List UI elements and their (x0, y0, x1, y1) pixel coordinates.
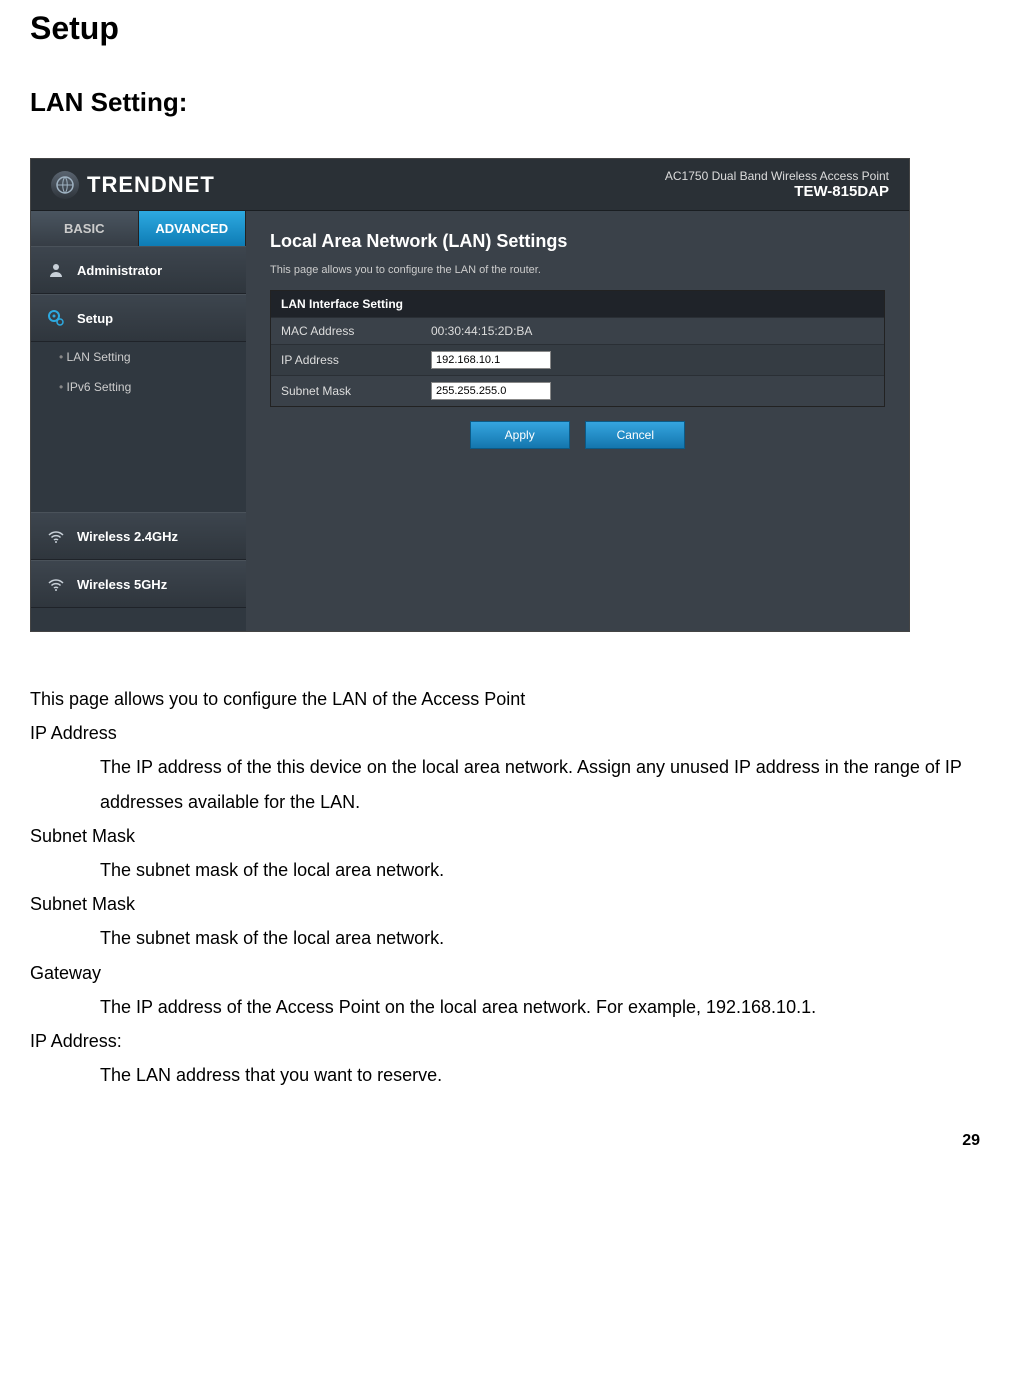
def-term: Subnet Mask (30, 819, 980, 853)
row-mask: Subnet Mask (271, 375, 884, 406)
def-desc: The subnet mask of the local area networ… (30, 921, 980, 955)
user-icon (45, 259, 67, 281)
def-desc: The subnet mask of the local area networ… (30, 853, 980, 887)
sidebar-item-lan-setting[interactable]: LAN Setting (31, 342, 246, 372)
lan-panel: LAN Interface Setting MAC Address 00:30:… (270, 290, 885, 407)
gear-icon (45, 307, 67, 329)
sidebar-label-wireless-24: Wireless 2.4GHz (77, 529, 178, 544)
ip-address-input[interactable] (431, 351, 551, 369)
def-desc: The IP address of the this device on the… (30, 750, 980, 818)
def-term: Gateway (30, 956, 980, 990)
label-mac: MAC Address (281, 324, 431, 338)
cancel-button[interactable]: Cancel (585, 421, 685, 449)
wifi-icon (45, 573, 67, 595)
sidebar-label-administrator: Administrator (77, 263, 162, 278)
device-name: AC1750 Dual Band Wireless Access Point (665, 169, 889, 183)
sidebar-item-administrator[interactable]: Administrator (31, 246, 246, 294)
content-title: Local Area Network (LAN) Settings (270, 231, 885, 252)
tabstrip: BASIC ADVANCED (31, 211, 246, 246)
wifi-icon (45, 525, 67, 547)
definition-list: IP AddressThe IP address of the this dev… (30, 716, 980, 1092)
def-term: IP Address: (30, 1024, 980, 1058)
sidebar-label-wireless-5: Wireless 5GHz (77, 577, 167, 592)
sidebar-item-wireless-24[interactable]: Wireless 2.4GHz (31, 512, 246, 560)
subnet-mask-input[interactable] (431, 382, 551, 400)
page-number: 29 (30, 1132, 980, 1150)
button-row: Apply Cancel (270, 407, 885, 463)
row-mac: MAC Address 00:30:44:15:2D:BA (271, 317, 884, 344)
device-model: TEW-815DAP (665, 183, 889, 200)
doc-title: Setup (30, 10, 980, 47)
device-info: AC1750 Dual Band Wireless Access Point T… (665, 169, 889, 200)
doc-body: This page allows you to configure the LA… (30, 682, 980, 1092)
def-desc: The LAN address that you want to reserve… (30, 1058, 980, 1092)
content-pane: Local Area Network (LAN) Settings This p… (246, 211, 909, 631)
brand: TRENDNET (51, 171, 215, 199)
sidebar-item-wireless-5[interactable]: Wireless 5GHz (31, 560, 246, 608)
sidebar: BASIC ADVANCED Administrator Setup LAN S… (31, 211, 246, 631)
tab-advanced[interactable]: ADVANCED (139, 211, 247, 246)
sidebar-spacer (31, 402, 246, 512)
label-ip: IP Address (281, 353, 431, 367)
panel-head: LAN Interface Setting (271, 291, 884, 317)
doc-intro: This page allows you to configure the LA… (30, 682, 980, 716)
def-desc: The IP address of the Access Point on th… (30, 990, 980, 1024)
router-screenshot: TRENDNET AC1750 Dual Band Wireless Acces… (30, 158, 910, 632)
sidebar-label-setup: Setup (77, 311, 113, 326)
tab-basic[interactable]: BASIC (31, 211, 139, 246)
brand-globe-icon (51, 171, 79, 199)
screenshot-header: TRENDNET AC1750 Dual Band Wireless Acces… (31, 159, 909, 211)
doc-section: LAN Setting: (30, 87, 980, 118)
brand-text: TRENDNET (87, 172, 215, 198)
content-desc: This page allows you to configure the LA… (270, 264, 885, 276)
apply-button[interactable]: Apply (470, 421, 570, 449)
value-mac: 00:30:44:15:2D:BA (431, 324, 532, 338)
label-mask: Subnet Mask (281, 384, 431, 398)
row-ip: IP Address (271, 344, 884, 375)
def-term: Subnet Mask (30, 887, 980, 921)
def-term: IP Address (30, 716, 980, 750)
sidebar-item-ipv6-setting[interactable]: IPv6 Setting (31, 372, 246, 402)
sidebar-item-setup[interactable]: Setup (31, 294, 246, 342)
